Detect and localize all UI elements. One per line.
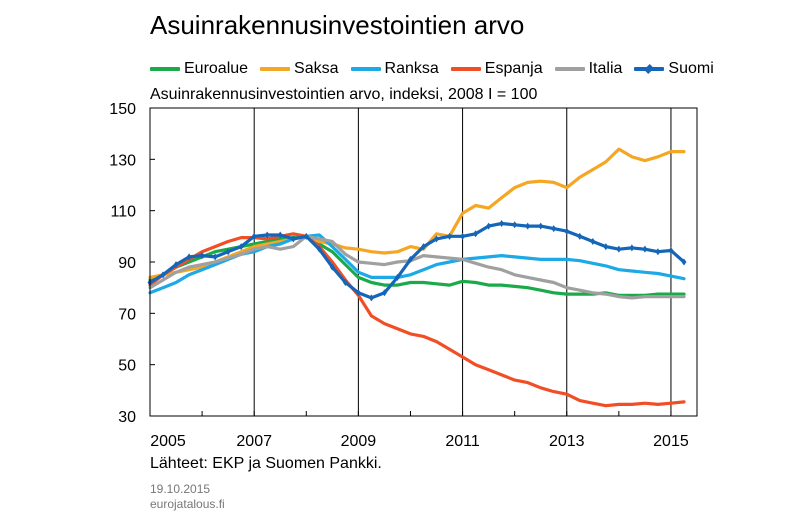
series-line-suomi (148, 221, 686, 300)
data-point-suomi (525, 222, 531, 230)
legend-label: Suomi (668, 60, 714, 77)
data-point-suomi (668, 246, 674, 254)
legend-item-euroalue: Euroalue (150, 60, 248, 78)
data-point-suomi (238, 243, 244, 251)
data-point-suomi (681, 258, 687, 266)
data-point-suomi (225, 248, 231, 256)
data-point-suomi (394, 273, 400, 281)
data-point-suomi (486, 222, 492, 230)
x-tick-label: 2011 (445, 433, 480, 450)
legend-label: Italia (588, 60, 623, 77)
legend-label: Espanja (484, 60, 543, 77)
legend-swatch (350, 67, 381, 71)
legend-swatch (554, 67, 585, 71)
chart-title: Asuinrakennusinvestointien arvo (150, 10, 525, 40)
data-point-suomi (381, 289, 387, 297)
data-point-suomi (173, 261, 179, 269)
source-note: Lähteet: EKP ja Suomen Pankki. (150, 455, 382, 472)
data-point-suomi (316, 245, 322, 253)
legend-swatch (634, 67, 665, 71)
data-point-suomi (264, 231, 270, 239)
axes: 2005 2007 2009 2011 2013 2015 30 50 70 90 110 130 15… (109, 101, 689, 450)
x-tick-label: 2005 (150, 433, 186, 450)
legend-item-ranksa: Ranksa (350, 60, 439, 78)
data-point-suomi (368, 294, 374, 302)
data-point-suomi (212, 253, 218, 261)
data-point-suomi (460, 232, 466, 240)
chart-subtitle: Asuinrakennusinvestointien arvo, indeksi… (150, 86, 538, 103)
legend-swatch (150, 67, 180, 71)
data-point-suomi (342, 279, 348, 287)
legend-label: Saksa (294, 60, 339, 77)
data-point-suomi (303, 232, 309, 240)
series-line-saksa (148, 147, 686, 279)
y-tick-label: 30 (118, 409, 136, 426)
data-point-suomi (186, 253, 192, 261)
data-point-suomi (277, 231, 283, 239)
data-point-suomi (355, 289, 361, 297)
y-tick-label: 50 (118, 358, 136, 375)
legend-label: Euroalue (184, 60, 249, 77)
data-point-suomi (447, 232, 453, 240)
legend-item-saksa: Saksa (260, 60, 339, 78)
legend: Euroalue Saksa Ranksa Espanja Italia Suomi (150, 60, 714, 78)
data-point-suomi (251, 232, 257, 240)
legend-swatch (450, 67, 481, 71)
legend-item-espanja: Espanja (450, 60, 543, 78)
data-point-suomi (616, 245, 622, 253)
data-point-suomi (160, 271, 166, 279)
legend-item-suomi: Suomi (634, 60, 714, 78)
data-point-suomi (421, 243, 426, 251)
data-point-suomi (629, 244, 635, 252)
data-point-suomi (199, 252, 205, 260)
x-tick-label: 2009 (341, 433, 377, 450)
y-tick-label: 70 (118, 306, 136, 323)
data-point-suomi (499, 220, 505, 227)
data-point-suomi (577, 232, 583, 240)
legend-swatch (260, 67, 291, 71)
y-tick-label: 90 (118, 255, 136, 272)
series-line-italia (148, 234, 686, 300)
data-point-suomi (642, 245, 648, 253)
y-tick-label: 150 (109, 101, 136, 118)
x-tick-label: 2015 (653, 433, 689, 450)
data-point-suomi (590, 237, 596, 245)
data-point-suomi (564, 227, 570, 235)
data-point-suomi (290, 235, 296, 243)
data-point-suomi (473, 230, 479, 238)
data-point-suomi (407, 255, 413, 263)
series-line-ranksa (148, 233, 686, 295)
data-point-suomi (434, 235, 440, 243)
data-point-suomi (538, 222, 544, 230)
data-point-suomi (512, 221, 518, 229)
x-tick-label: 2007 (236, 433, 272, 450)
legend-item-italia: Italia (554, 60, 623, 78)
site-credit: eurojatalous.fi (150, 497, 225, 511)
y-tick-label: 130 (109, 152, 136, 169)
x-tick-label: 2013 (549, 433, 585, 450)
series-lines (147, 147, 687, 408)
data-point-suomi (329, 263, 335, 271)
date-stamp: 19.10.2015 (150, 482, 211, 496)
y-tick-label: 110 (110, 204, 136, 221)
data-point-suomi (551, 225, 557, 233)
grid (253, 108, 672, 416)
data-point-suomi (603, 243, 609, 251)
data-point-suomi (655, 248, 661, 256)
series-line-espanja (148, 232, 686, 408)
legend-label: Ranksa (384, 60, 439, 77)
